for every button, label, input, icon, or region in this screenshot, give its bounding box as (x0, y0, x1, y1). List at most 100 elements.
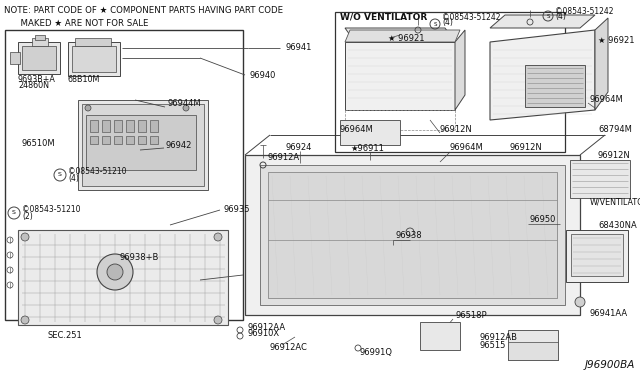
Text: 96924: 96924 (285, 144, 312, 153)
Bar (566, 230, 628, 282)
Text: (2): (2) (22, 212, 33, 221)
Text: 96912N: 96912N (598, 151, 631, 160)
Polygon shape (490, 30, 595, 120)
Bar (525, 65, 585, 107)
Circle shape (21, 316, 29, 324)
Bar (32, 38, 48, 46)
Bar (72, 46, 116, 72)
Bar (114, 120, 122, 132)
Bar (340, 120, 400, 145)
Text: 68430NA: 68430NA (598, 221, 637, 231)
Circle shape (183, 105, 189, 111)
Text: 96510M: 96510M (22, 138, 56, 148)
Text: ©08543-51210: ©08543-51210 (22, 205, 81, 215)
Bar (90, 120, 98, 132)
Bar (126, 136, 134, 144)
Text: 96910X: 96910X (248, 330, 280, 339)
Circle shape (97, 254, 133, 290)
Polygon shape (490, 15, 595, 28)
Text: W/VENTILATOR: W/VENTILATOR (590, 198, 640, 206)
Circle shape (214, 233, 222, 241)
Text: 96938+B: 96938+B (120, 253, 159, 262)
Text: S: S (12, 211, 16, 215)
Text: 96944M: 96944M (168, 99, 202, 108)
Circle shape (85, 105, 91, 111)
Bar (260, 165, 565, 305)
Bar (102, 136, 110, 144)
Bar (114, 136, 122, 144)
Bar (245, 155, 580, 315)
Bar (5, 30, 243, 320)
Text: 68B10M: 68B10M (68, 74, 100, 83)
Bar (335, 12, 565, 152)
Bar (82, 104, 204, 186)
Bar (18, 230, 228, 325)
Text: 96515: 96515 (480, 341, 506, 350)
Text: ★ 96921: ★ 96921 (388, 33, 424, 42)
Text: 68794M: 68794M (598, 125, 632, 135)
Text: 96964M: 96964M (450, 144, 484, 153)
Text: (4): (4) (442, 19, 453, 28)
Bar (150, 136, 158, 144)
Text: ★96911: ★96911 (350, 144, 384, 153)
Polygon shape (345, 28, 455, 42)
Circle shape (21, 233, 29, 241)
Bar (150, 120, 158, 132)
Polygon shape (455, 30, 465, 110)
Text: 96912N: 96912N (510, 144, 543, 153)
Text: 24860N: 24860N (18, 81, 49, 90)
Bar (90, 136, 98, 144)
Text: 96938: 96938 (395, 231, 422, 240)
Text: S: S (547, 13, 550, 19)
Text: ©08543-51242: ©08543-51242 (442, 13, 500, 22)
Bar (78, 100, 208, 190)
Text: 96912AB: 96912AB (480, 334, 518, 343)
Text: ©08543-51210: ©08543-51210 (68, 167, 127, 176)
Text: 96964M: 96964M (340, 125, 374, 135)
Text: ©08543-51242: ©08543-51242 (555, 6, 614, 16)
Bar (35, 35, 45, 40)
Text: 96935: 96935 (223, 205, 250, 215)
Bar (18, 42, 60, 74)
Text: S: S (433, 22, 436, 26)
Text: 9693B+A: 9693B+A (18, 74, 56, 83)
Circle shape (575, 297, 585, 307)
Bar (508, 342, 558, 360)
Text: 96912A: 96912A (267, 154, 299, 163)
Text: 96940: 96940 (250, 71, 276, 80)
Text: S: S (58, 173, 62, 177)
Polygon shape (345, 30, 460, 42)
Bar (138, 136, 146, 144)
Text: SEC.251: SEC.251 (48, 331, 83, 340)
Bar (570, 160, 630, 198)
Text: W/O VENTILATOR: W/O VENTILATOR (340, 13, 428, 22)
Bar (10, 52, 20, 64)
Circle shape (214, 316, 222, 324)
Text: 96912N: 96912N (440, 125, 473, 135)
Text: NOTE: PART CODE OF ★ COMPONENT PARTS HAVING PART CODE
      MAKED ★ ARE NOT FOR : NOTE: PART CODE OF ★ COMPONENT PARTS HAV… (4, 6, 283, 28)
Bar (571, 234, 623, 276)
Text: 96950: 96950 (530, 215, 556, 224)
Bar (138, 120, 146, 132)
Text: (4): (4) (555, 12, 566, 20)
Text: 96964M: 96964M (590, 96, 624, 105)
Bar (86, 115, 196, 170)
Text: 96991Q: 96991Q (360, 347, 393, 356)
Text: J96900BA: J96900BA (584, 360, 635, 370)
Text: 96912AA: 96912AA (248, 324, 286, 333)
Text: ★ 96921: ★ 96921 (598, 35, 634, 45)
Text: 96941: 96941 (285, 44, 312, 52)
Text: 96518P: 96518P (455, 311, 486, 320)
Text: 96942: 96942 (166, 141, 193, 150)
Circle shape (107, 264, 123, 280)
Text: 96912AC: 96912AC (270, 343, 308, 353)
Bar (22, 46, 56, 70)
Polygon shape (595, 18, 608, 110)
Bar (68, 42, 120, 76)
Bar (75, 38, 111, 46)
Bar (508, 330, 558, 360)
Bar (268, 172, 557, 298)
Polygon shape (345, 42, 455, 110)
Text: 96941AA: 96941AA (590, 310, 628, 318)
Text: (4): (4) (68, 173, 79, 183)
